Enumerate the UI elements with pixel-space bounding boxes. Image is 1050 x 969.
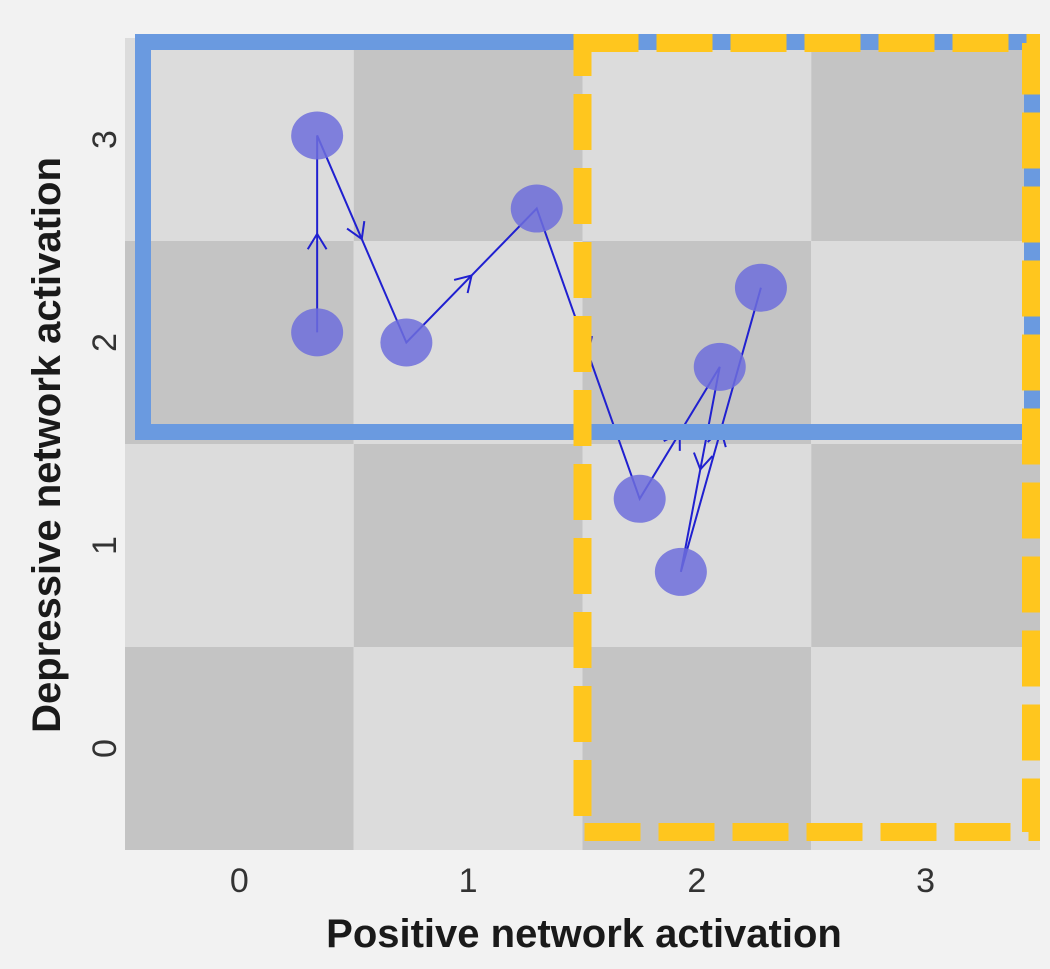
data-point-4 [613, 474, 666, 523]
trajectory-arrow-2 [453, 274, 473, 294]
data-points [291, 111, 787, 596]
grid-cell-2-0 [582, 647, 812, 850]
grid-cell-0-0 [125, 647, 354, 850]
trajectory-arrow-1 [346, 221, 366, 241]
grid-cell-1-0 [353, 647, 583, 850]
y-tick-label-2: 2 [86, 333, 124, 352]
data-point-5 [693, 342, 746, 391]
data-point-6 [654, 547, 707, 596]
data-point-0 [291, 308, 344, 357]
x-tick-label-3: 3 [916, 862, 935, 900]
grid-cell-1-1 [353, 444, 583, 647]
grid-cell-3-0 [811, 647, 1040, 850]
y-tick-label-0: 0 [86, 739, 124, 758]
data-point-3 [510, 184, 563, 233]
x-tick-label-0: 0 [230, 862, 249, 900]
grid-cell-2-3 [582, 38, 812, 241]
grid-cell-2-1 [582, 444, 812, 647]
highlight-region-dashed [573, 34, 1040, 841]
y-tick-label-3: 3 [86, 130, 124, 149]
trajectory-arrow-0 [306, 231, 328, 250]
data-point-2 [380, 318, 433, 367]
y-axis-title: Depressive network activation [25, 157, 69, 733]
tick-labels: 0 1 2 3 0 1 2 3 [86, 130, 935, 900]
grid-cell-3-2 [811, 241, 1040, 444]
grid-cell-0-1 [125, 444, 354, 647]
grid-cell-3-1 [811, 444, 1040, 647]
checkerboard-grid [125, 38, 1040, 850]
highlight-regions [135, 34, 1040, 841]
x-tick-label-1: 1 [459, 862, 478, 900]
grid-cell-3-3 [811, 38, 1040, 241]
y-tick-label-1: 1 [86, 536, 124, 555]
x-tick-label-2: 2 [687, 862, 706, 900]
data-point-1 [291, 111, 344, 160]
x-axis-title: Positive network activation [326, 912, 842, 956]
trajectory-arrow-5 [692, 452, 714, 472]
data-point-7 [734, 263, 787, 312]
